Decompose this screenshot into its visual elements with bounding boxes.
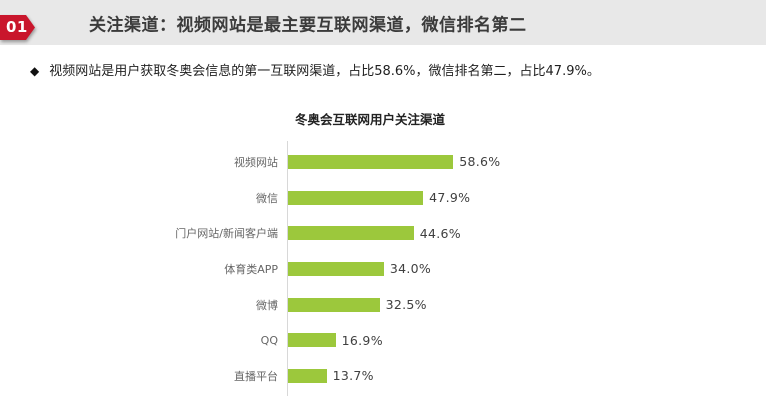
bar — [288, 190, 424, 205]
bar — [288, 226, 414, 241]
chart-row: 微博 32.5% — [0, 287, 740, 323]
section-number-badge: 01 — [0, 15, 35, 40]
row-plot: 13.7% — [288, 368, 374, 383]
bar — [288, 297, 380, 312]
chart-row: 直播平台 13.7% — [0, 358, 740, 394]
chart-row: 门户网站/新闻客户端 44.6% — [0, 215, 740, 251]
value-label: 58.6% — [459, 154, 501, 170]
header-band: 01 关注渠道：视频网站是最主要互联网渠道，微信排名第二 — [0, 0, 766, 45]
summary-text: 视频网站是用户获取冬奥会信息的第一互联网渠道，占比58.6%，微信排名第二，占比… — [49, 64, 600, 79]
row-plot: 58.6% — [288, 154, 500, 169]
chart-row: 视频网站 58.6% — [0, 144, 740, 180]
bar — [288, 154, 454, 169]
chart-row: QQ 16.9% — [0, 322, 740, 358]
category-label: 门户网站/新闻客户端 — [175, 227, 278, 241]
chart-rows: 视频网站 58.6% 微信 47.9% 门户网站/新闻客户端 44.6% 体育类… — [0, 141, 740, 396]
row-plot: 47.9% — [288, 190, 470, 205]
category-label: 微信 — [256, 191, 278, 205]
value-label: 32.5% — [385, 297, 427, 313]
y-axis-line — [287, 141, 288, 396]
value-label: 13.7% — [332, 368, 374, 384]
value-label: 44.6% — [419, 225, 461, 241]
category-label: 直播平台 — [234, 369, 278, 383]
chart-row: 体育类APP 34.0% — [0, 251, 740, 287]
chart-row: 微信 47.9% — [0, 180, 740, 216]
bar — [288, 368, 327, 383]
value-label: 47.9% — [429, 190, 471, 206]
badge-number: 01 — [0, 15, 35, 40]
value-label: 16.9% — [341, 332, 383, 348]
bar-chart: 冬奥会互联网用户关注渠道 视频网站 58.6% 微信 47.9% 门户网站/新闻… — [0, 109, 740, 396]
category-label: QQ — [260, 333, 278, 347]
row-plot: 16.9% — [288, 333, 383, 348]
row-plot: 34.0% — [288, 261, 431, 276]
diamond-bullet-icon: ◆ — [30, 64, 40, 78]
bar — [288, 261, 384, 276]
value-label: 34.0% — [389, 261, 432, 277]
row-plot: 32.5% — [288, 297, 427, 312]
bar — [288, 333, 336, 348]
category-label: 微博 — [256, 298, 278, 312]
category-label: 视频网站 — [234, 155, 278, 169]
summary-line: ◆ 视频网站是用户获取冬奥会信息的第一互联网渠道，占比58.6%，微信排名第二，占… — [30, 60, 766, 79]
category-label: 体育类APP — [224, 262, 278, 276]
row-plot: 44.6% — [288, 226, 461, 241]
page-title: 关注渠道：视频网站是最主要互联网渠道，微信排名第二 — [89, 15, 527, 35]
chart-title: 冬奥会互联网用户关注渠道 — [294, 112, 445, 127]
